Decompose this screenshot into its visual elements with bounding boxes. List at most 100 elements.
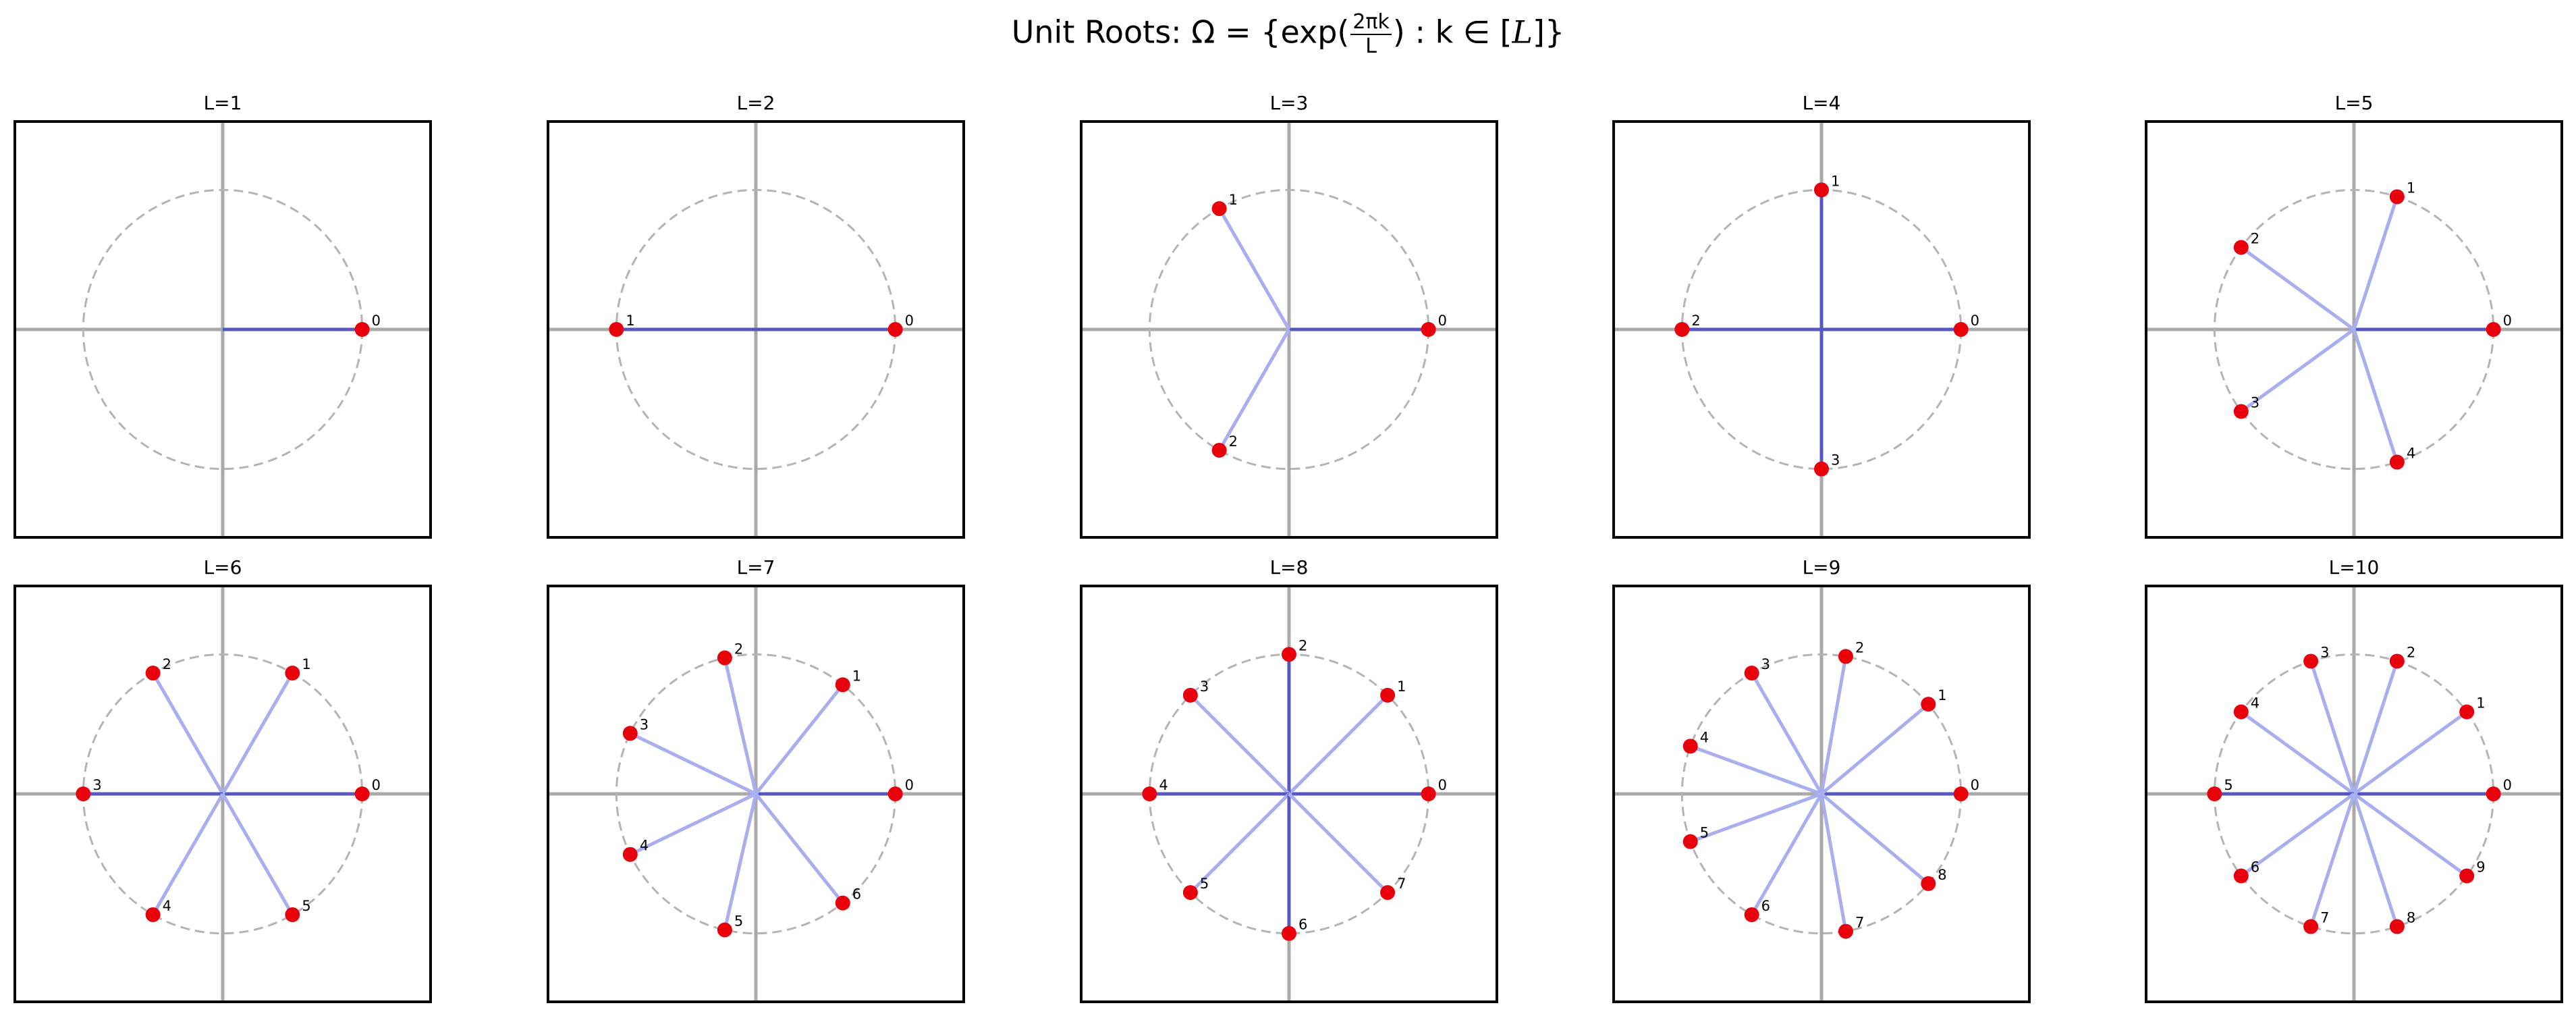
root-spoke [2240,792,2355,878]
root-label: 4 [2251,695,2259,711]
root-point [1953,786,1969,801]
panel-title: L=8 [1269,556,1309,579]
root-spoke [2309,793,2356,928]
root-label: 1 [1831,173,1840,189]
root-point [2233,704,2249,720]
root-point [1814,182,1829,198]
root-spoke [2309,660,2356,795]
root-point [609,322,624,337]
root-label: 3 [2251,395,2259,411]
root-label: 6 [852,886,861,903]
plot-frame [547,585,965,1003]
root-spoke [1819,656,1848,795]
root-spoke [2352,660,2399,795]
root-label: 2 [2407,644,2415,660]
root-label: 7 [1397,876,1406,892]
root-label: 9 [2476,859,2485,876]
root-spoke [629,732,757,796]
root-spoke [1217,328,1291,452]
root-label: 8 [2407,910,2415,926]
root-spoke [755,683,844,795]
root-label: 4 [163,898,171,914]
root-label: 0 [905,777,914,793]
root-label: 7 [2320,910,2329,926]
root-point [835,895,850,911]
plot-frame [2145,120,2563,539]
plot-frame [547,120,965,539]
root-point [1211,201,1227,217]
title-suffix-2: ]} [1533,14,1565,51]
root-spoke [723,657,758,795]
panel-title: L=9 [1802,556,1841,579]
root-label: 0 [2503,313,2512,329]
root-point [1682,834,1698,849]
unit-root-plot: 0 1 2 3 [1612,120,2031,539]
unit-root-plot: 0 1 2 3 4 5 [13,585,432,1003]
root-label: 4 [2407,446,2415,462]
root-label: 8 [1938,867,1946,883]
root-point [2459,704,2475,720]
root-point [1380,687,1396,703]
root-point [1421,322,1436,337]
root-spoke [1288,793,1389,894]
title-prefix: Unit Roots: Ω = {exp( [1011,14,1350,51]
root-label: 2 [1298,637,1307,653]
plot-frame [1080,585,1498,1003]
root-label: 0 [372,313,381,329]
unit-root-plot: 0 1 2 3 4 5 6 7 [1080,585,1498,1003]
root-label: 3 [1200,678,1209,695]
root-point [2207,786,2222,801]
root-point [1838,649,1853,664]
root-label: 2 [1229,433,1238,450]
root-point [285,907,300,922]
root-point [1744,666,1759,681]
root-label: 0 [2503,777,2512,793]
panel-title: L=4 [1802,92,1841,114]
root-label: 4 [640,838,649,854]
title-fraction: 2πk L [1350,12,1392,57]
root-label: 1 [2476,695,2485,711]
root-point [285,666,300,681]
root-spoke [2240,246,2355,331]
root-spoke [2240,710,2355,796]
root-point [1182,885,1198,901]
root-label: 4 [1159,777,1168,793]
root-spoke [1189,793,1290,894]
unit-root-plot: 0 1 2 3 4 5 6 7 8 9 [2145,585,2563,1003]
root-label: 1 [1397,678,1406,695]
root-point [622,726,638,741]
root-label: 1 [626,313,634,329]
root-point [354,786,370,801]
root-label: 0 [1438,313,1447,329]
root-spoke [2352,329,2399,463]
unit-root-plot: 0 [13,120,432,539]
plot-frame [2145,585,2563,1003]
root-point [2233,868,2249,884]
root-spoke [1750,793,1824,916]
root-label: 5 [1200,876,1209,892]
root-point [717,922,732,938]
root-point [2389,189,2405,205]
root-label: 2 [1855,639,1864,656]
root-label: 3 [2320,644,2329,660]
root-label: 2 [163,656,171,672]
root-label: 4 [1700,729,1709,745]
plot-frame [13,120,432,539]
root-label: 5 [734,913,743,930]
root-label: 1 [1229,192,1238,208]
root-label: 2 [1691,313,1700,329]
root-spoke [221,793,294,916]
root-label: 7 [1855,915,1864,931]
root-point [1142,786,1157,801]
root-point [1838,924,1853,939]
root-point [2459,868,2475,884]
root-point [354,322,370,337]
root-point [2486,322,2501,337]
root-label: 2 [2251,230,2259,246]
plot-frame [1612,120,2031,539]
root-spoke [1689,792,1822,844]
root-spoke [2240,327,2355,413]
root-spoke [1819,793,1848,932]
root-label: 6 [2251,859,2259,876]
root-point [1744,907,1759,922]
